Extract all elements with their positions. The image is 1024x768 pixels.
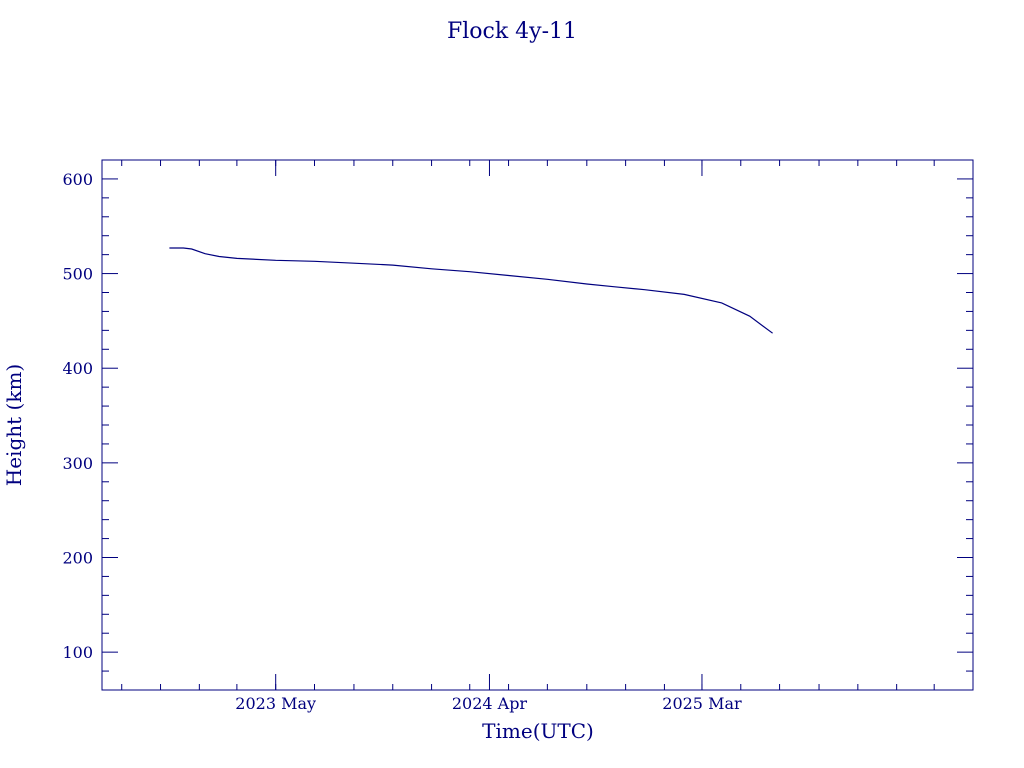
y-tick-label: 500 [62,265,93,284]
x-tick-label: 2025 Mar [662,694,742,713]
y-tick-label: 100 [62,643,93,662]
y-axis-ticks [102,178,973,672]
x-tick-label: 2023 May [235,694,316,713]
height-series-line [169,247,773,334]
x-axis-label: Time(UTC) [482,719,594,743]
x-axis-ticks [121,160,935,690]
y-axis-labels: 100 200 300 400 500 600 [62,170,93,662]
x-axis-labels: 2023 May 2024 Apr 2025 Mar [235,694,742,713]
x-tick-label: 2024 Apr [452,694,528,713]
y-tick-label: 300 [62,454,93,473]
y-tick-label: 600 [62,170,93,189]
chart-title: Flock 4y-11 [447,19,577,44]
y-tick-label: 400 [62,359,93,378]
y-tick-label: 200 [62,549,93,568]
plot-frame [101,159,974,691]
y-axis-label: Height (km) [2,364,26,486]
